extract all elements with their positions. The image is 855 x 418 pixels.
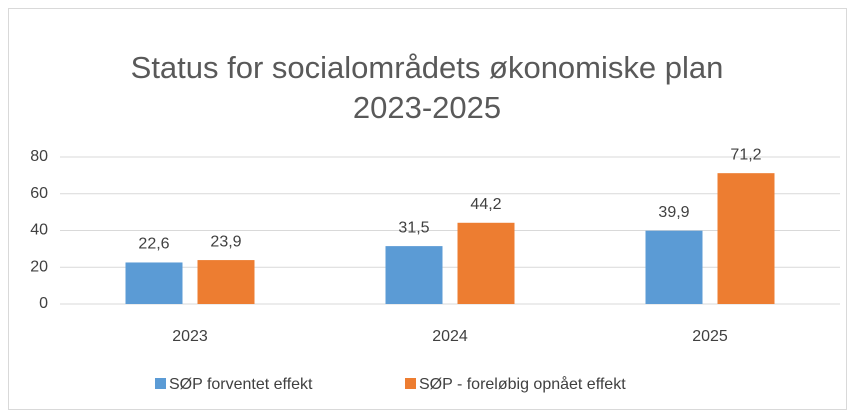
data-label: 22,6 [138,236,169,253]
data-label: 44,2 [470,196,501,213]
y-tick-label: 20 [30,258,48,275]
legend-swatch [155,378,166,389]
chart-title: Status for socialområdets økonomiske pla… [130,50,724,125]
x-tick-label: 2025 [692,328,728,345]
data-label: 31,5 [398,219,429,236]
legend-swatch [405,378,416,389]
legend-label: SØP forventet effekt [169,376,313,393]
legend-label: SØP - foreløbig opnået effekt [419,375,626,393]
bar [645,230,703,304]
x-tick-label: 2023 [172,328,208,345]
data-label: 71,2 [730,146,761,163]
bar [457,222,515,304]
bar [197,260,255,304]
chart-border [8,8,847,410]
y-tick-label: 0 [39,295,48,312]
bar [125,262,183,304]
x-tick-label: 2024 [432,328,468,345]
y-tick-label: 60 [30,185,48,202]
bar [385,246,443,304]
bar [717,173,775,304]
y-tick-label: 40 [30,222,48,239]
data-label: 39,9 [658,204,689,221]
data-label: 23,9 [210,233,241,250]
y-tick-label: 80 [30,148,48,165]
